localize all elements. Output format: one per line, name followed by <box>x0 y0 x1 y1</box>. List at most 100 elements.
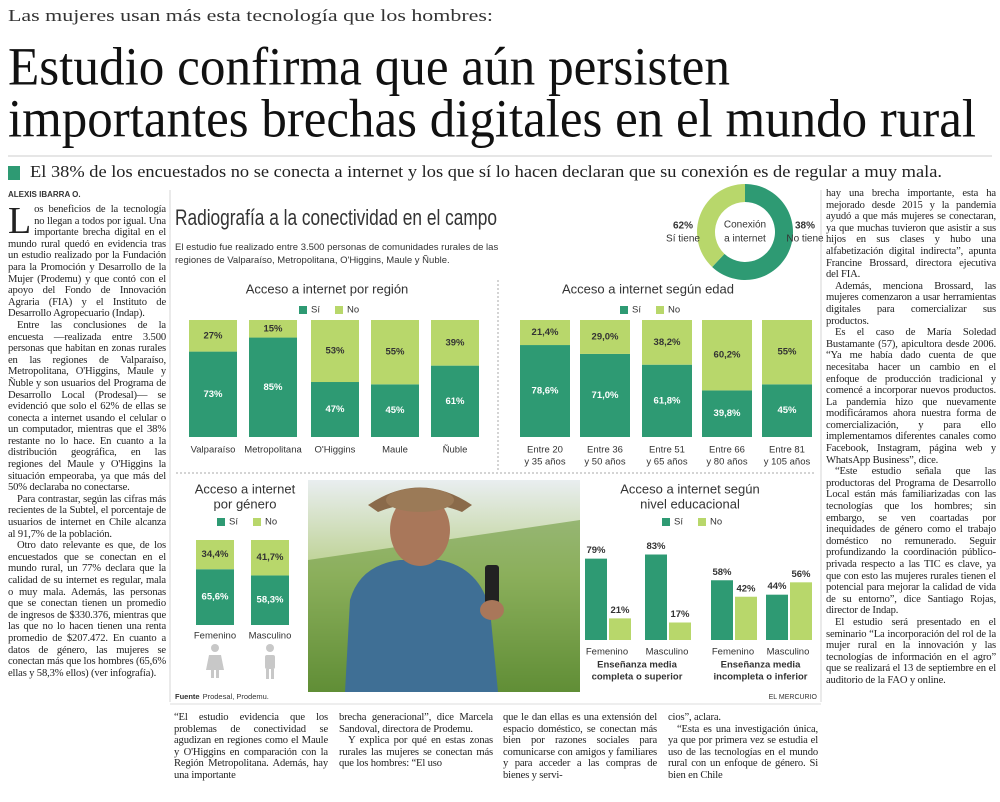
headline: importantes brechas digitales en el mund… <box>8 88 976 148</box>
bar-segment <box>431 365 479 437</box>
value-label: 21,4% <box>532 327 559 338</box>
right-column: hay una brecha importante, esta ha mejor… <box>826 188 996 798</box>
x-tick-label: O'Higgins <box>315 445 356 456</box>
group-label: incompleta o inferior <box>714 672 808 683</box>
bar <box>585 558 607 640</box>
chart-title: por género <box>214 496 277 511</box>
donut-name: Sí tiene <box>666 234 700 245</box>
legend-swatch <box>656 306 664 314</box>
bar <box>790 582 812 640</box>
x-tick-label: Femenino <box>586 647 628 658</box>
legend-swatch <box>620 306 628 314</box>
bar <box>645 554 667 640</box>
value-label: 55% <box>385 347 405 358</box>
bar-segment <box>311 320 359 383</box>
x-tick-label: Ñuble <box>443 445 468 456</box>
donut-name: No tiene <box>786 234 824 245</box>
bar-segment <box>431 320 479 366</box>
bar-segment <box>371 320 419 385</box>
value-label: 34,4% <box>202 549 229 560</box>
bar-segment <box>251 575 289 625</box>
donut-slice <box>712 184 793 280</box>
donut-slice <box>696 184 745 267</box>
paragraph: Otro dato relevante es que, de los encue… <box>8 540 166 679</box>
left-column: Los beneficios de la tecnología no llega… <box>8 204 166 798</box>
source-text: Prodesal, Prodemu. <box>203 692 269 701</box>
value-label: 42% <box>736 583 756 594</box>
paragraph: Los beneficios de la tecnología no llega… <box>8 204 166 320</box>
bar-segment <box>642 320 692 365</box>
legend-label: Sí <box>229 517 238 528</box>
bar-segment <box>580 353 630 437</box>
bottom-column: “El estudio evidencia que los problemas … <box>174 712 328 800</box>
infographic-subtitle: El estudio fue realizado entre 3.500 per… <box>175 242 499 266</box>
chart-title: Acceso a internet según edad <box>562 281 734 296</box>
bar-segment <box>702 320 752 391</box>
x-tick-label: Entre 51 <box>649 445 685 456</box>
x-tick-label: Entre 81 <box>769 445 805 456</box>
bar-segment <box>189 351 237 437</box>
legend-label: No <box>347 305 359 316</box>
donut-value-label: 38% <box>795 221 815 232</box>
x-tick-label: Femenino <box>194 631 236 642</box>
x-tick-label: Masculino <box>646 647 689 658</box>
donut-label: a internet <box>724 234 766 245</box>
chart-title: nivel educacional <box>640 496 740 511</box>
value-label: 58% <box>712 567 732 578</box>
legend-label: No <box>710 517 722 528</box>
x-tick-label: Entre 20 <box>527 445 563 456</box>
paragraph: hay una brecha importante, esta ha mejor… <box>826 188 996 281</box>
infographic-title: Radiografía a la conectividad en el camp… <box>175 205 497 230</box>
x-tick-label: Entre 66 <box>709 445 745 456</box>
value-label: 45% <box>385 405 405 416</box>
bar-segment <box>520 345 570 437</box>
legend-label: Sí <box>632 305 641 316</box>
paragraph: El estudio será presentado en el seminar… <box>826 616 996 686</box>
x-tick-label: y 50 años <box>584 457 625 468</box>
headline: Estudio confirma que aún persisten <box>8 36 730 96</box>
legend-label: No <box>265 517 277 528</box>
x-tick-label: y 35 años <box>524 457 565 468</box>
bottom-column: que le dan ellas es una extensión del es… <box>503 712 657 800</box>
donut-label: Conexión <box>724 220 766 231</box>
value-label: 79% <box>586 545 606 556</box>
x-tick-label: Masculino <box>767 647 810 658</box>
byline: ALEXIS IBARRA O. <box>8 190 81 199</box>
bar-segment <box>189 320 237 352</box>
bar-segment <box>642 364 692 437</box>
legend-swatch <box>217 518 225 526</box>
bar-segment <box>196 540 234 570</box>
value-label: 29,0% <box>592 331 619 342</box>
deck-marker <box>8 166 20 180</box>
value-label: 45% <box>777 405 797 416</box>
bar-segment <box>580 320 630 354</box>
bar <box>609 618 631 640</box>
person-icon <box>206 644 275 679</box>
value-label: 15% <box>263 323 283 334</box>
paragraph: Es el caso de María Soledad Bustamante (… <box>826 327 996 466</box>
source: Fuente Prodesal, Prodemu. <box>175 692 269 701</box>
legend-swatch <box>662 518 670 526</box>
photo <box>308 480 580 692</box>
paragraph: que le dan ellas es una extensión del es… <box>503 712 657 781</box>
bar-segment <box>520 320 570 346</box>
value-label: 17% <box>670 609 690 620</box>
value-label: 58,3% <box>257 595 284 606</box>
value-label: 44% <box>767 581 787 592</box>
group-label: Enseñanza media <box>721 660 801 671</box>
legend-label: Sí <box>311 305 320 316</box>
bar-segment <box>196 569 234 625</box>
bar <box>669 622 691 640</box>
value-label: 73% <box>203 389 223 400</box>
paragraph: cios”, aclara. <box>668 712 721 723</box>
value-label: 85% <box>263 382 283 393</box>
group-label: Enseñanza media <box>597 660 677 671</box>
value-label: 38,2% <box>654 337 681 348</box>
x-tick-label: y 65 años <box>646 457 687 468</box>
legend-label: Sí <box>674 517 683 528</box>
value-label: 78,6% <box>532 386 559 397</box>
bar <box>711 580 733 640</box>
paragraph: Además, menciona Brossard, las mujeres c… <box>826 280 996 327</box>
